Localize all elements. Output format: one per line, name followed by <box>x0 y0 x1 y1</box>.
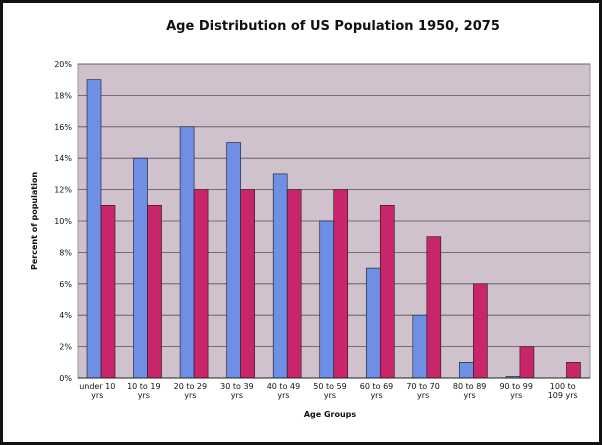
x-tick-label: 40 to 49 yrs <box>267 382 300 400</box>
gridlines <box>78 63 590 348</box>
y-tick-label: 12% <box>54 186 72 195</box>
bar-series-2 <box>566 361 581 379</box>
y-tick-label: 6% <box>59 280 72 289</box>
bar-series-1 <box>459 361 474 379</box>
y-tick-label: 16% <box>54 123 72 132</box>
x-tick-label: under 10 yrs <box>79 382 115 400</box>
bar-series-2 <box>100 205 116 379</box>
bar-series-1 <box>226 142 241 379</box>
y-axis-ticks: 0% 2% 4% 6% 8% 10% 12% 14% 16% 18% 20% <box>54 60 72 383</box>
x-tick-label: 50 to 59 yrs <box>313 382 346 400</box>
bar-series-2 <box>286 189 302 379</box>
bar-series-2 <box>333 189 349 379</box>
y-tick-label: 8% <box>59 248 72 257</box>
x-tick-label: 90 to 99 yrs <box>499 382 532 400</box>
bar-series-2 <box>379 205 395 379</box>
x-tick-label: 100 to 109 yrs <box>548 382 578 400</box>
bar-series-2 <box>193 189 209 379</box>
bar-series-1 <box>133 157 148 379</box>
bar-series-2 <box>240 189 255 379</box>
y-axis-title: Percent of population <box>30 172 39 270</box>
bar-series-1 <box>272 173 288 379</box>
y-tick-label: 10% <box>54 217 72 226</box>
x-tick-label: 10 to 19 yrs <box>127 382 160 400</box>
bar-series-2 <box>519 346 535 379</box>
x-tick-label: 70 to 70 yrs <box>406 382 439 400</box>
bar-series-1 <box>86 79 102 379</box>
bar-series-2 <box>426 236 442 379</box>
bars <box>86 79 581 379</box>
x-axis-title: Age Groups <box>304 410 357 419</box>
bar-series-1 <box>319 220 335 379</box>
bar-series-2 <box>473 283 488 379</box>
bar-series-1 <box>412 314 428 379</box>
bar-series-1 <box>179 126 195 379</box>
y-tick-label: 18% <box>54 91 72 100</box>
y-tick-label: 0% <box>59 374 72 383</box>
y-tick-label: 20% <box>54 60 72 69</box>
x-tick-label: 30 to 39 yrs <box>220 382 253 400</box>
bar-series-1 <box>365 267 381 379</box>
y-tick-label: 4% <box>59 311 72 320</box>
bar-chart: Age Distribution of US Population 1950, … <box>30 19 591 419</box>
y-tick-label: 2% <box>59 343 72 352</box>
x-tick-label: 20 to 29 yrs <box>174 382 207 400</box>
x-tick-label: 60 to 69 yrs <box>360 382 393 400</box>
x-tick-label: 80 to 89 yrs <box>453 382 486 400</box>
chart-title: Age Distribution of US Population 1950, … <box>166 19 500 34</box>
x-axis-ticks: under 10 yrs 10 to 19 yrs 20 to 29 yrs 30 to 3… <box>79 382 578 400</box>
y-tick-label: 14% <box>54 154 72 163</box>
bar-series-2 <box>147 205 162 379</box>
